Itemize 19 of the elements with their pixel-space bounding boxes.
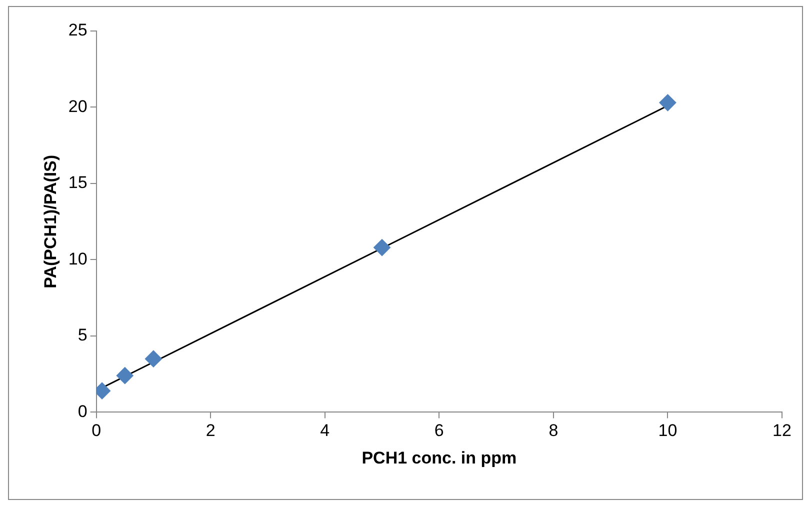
x-tick-label: 2 [206, 421, 216, 440]
x-tick-label: 6 [434, 421, 444, 440]
y-tick-label: 0 [78, 402, 88, 421]
point [374, 239, 391, 256]
y-tick-label: 20 [68, 96, 88, 116]
y-tick-label: 10 [68, 249, 88, 268]
x-tick-label: 4 [320, 421, 330, 440]
x-axis-title: PCH1 conc. in ppm [362, 448, 517, 468]
x-tick-label: 12 [772, 421, 792, 440]
y-axis-title: PA(PCH1)/PA(IS) [40, 154, 60, 288]
y-tick-label: 5 [78, 326, 88, 345]
point [659, 94, 676, 112]
x-tick-label: 8 [548, 421, 558, 440]
x-tick-label: 10 [658, 421, 678, 440]
point [144, 350, 162, 368]
y-tick-label: 25 [68, 20, 88, 40]
x-tick-label: 0 [92, 421, 102, 440]
point [116, 367, 134, 384]
y-tick-label: 15 [68, 173, 88, 192]
